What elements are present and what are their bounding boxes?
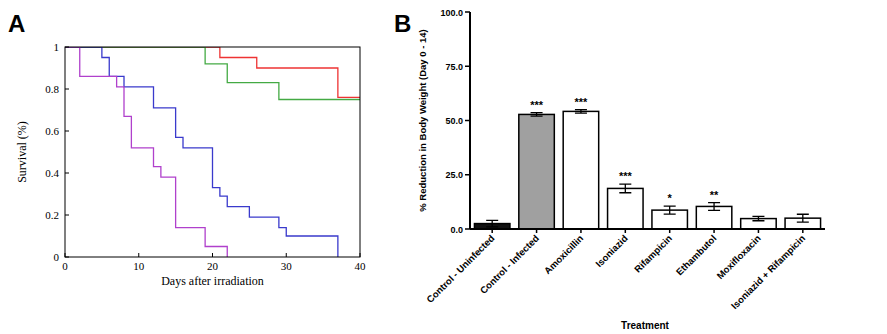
y-tick-label: 0 [54,251,60,263]
category-label: Control - Infected [478,233,542,297]
category-label: Isoniazid + Rifampicin [729,233,808,312]
panel-letter: A [8,10,25,37]
y-tick-label: 1 [54,41,60,53]
plot-area [65,47,360,257]
survival-line [65,47,338,257]
y-tick-label: 0.8 [45,83,59,95]
y-tick-label: 50.0 [445,116,463,126]
significance-label: *** [575,96,589,108]
x-tick [802,229,804,233]
error-bar [664,206,676,214]
y-tick-label: 100.0 [440,8,463,18]
y-tick-label: 0.0 [450,225,463,235]
x-tick [580,229,582,233]
y-axis-label: % Reduction in Body Weight (Day 0 - 14) [417,29,428,211]
y-tick [65,215,69,216]
y-tick [65,173,69,174]
x-tick-label: 20 [207,260,219,272]
x-tick [360,253,361,257]
y-tick [465,66,470,68]
y-tick [465,228,470,230]
error-bar [575,110,587,113]
plot-area [474,110,820,229]
x-tick [669,229,671,233]
category-label: Isoniazid [593,233,630,270]
bar [563,111,599,229]
x-tick [138,253,139,257]
error-bar [486,220,498,227]
x-tick [491,229,493,233]
category-label: Ethambutol [674,233,719,278]
error-bar [797,214,809,222]
category-label: Amoxicillin [542,233,586,277]
significance-label: *** [530,99,544,111]
survival-line [65,47,227,257]
bar [519,114,555,229]
x-tick [212,253,213,257]
panel-a: A 0 10 20 30 40 0 0.2 0.4 0.6 0.8 1 Days after irrad… [8,10,366,288]
error-bar [708,203,720,211]
significance-label: *** [619,170,633,182]
significance-label: * [668,192,673,204]
category-label: Moxifloxacin [714,233,763,282]
error-bar [619,184,631,193]
y-tick-label: 0.2 [45,209,59,221]
x-tick-label: 30 [281,260,293,272]
plot-frame [65,47,360,257]
error-bar [752,216,764,220]
category-label: Rifampicin [632,232,674,274]
y-tick [465,11,470,13]
y-tick-label: 75.0 [445,62,463,72]
y-tick [465,120,470,122]
x-tick [286,253,287,257]
y-axis-label: Survival (%) [15,121,29,183]
panel-b: B************0.025.050.075.0100.0Control… [394,8,825,332]
y-tick [65,131,69,132]
y-tick [65,257,69,258]
x-axis-label: Treatment [621,320,669,331]
bar [608,188,644,229]
x-axis [470,228,825,230]
x-tick [713,229,715,233]
y-tick [65,89,69,90]
y-tick [65,47,69,48]
x-tick [758,229,760,233]
y-tick-label: 0.6 [45,125,59,137]
y-tick-label: 0.4 [45,167,59,179]
error-bar [531,113,543,116]
x-tick [65,253,66,257]
x-tick-label: 0 [62,260,68,272]
x-tick [536,229,538,233]
significance-label: ** [710,189,719,201]
x-axis-label: Days after irradiation [161,274,264,288]
panel-letter: B [394,10,411,37]
x-tick-label: 40 [355,260,367,272]
x-tick-label: 10 [133,260,145,272]
y-tick-label: 25.0 [445,170,463,180]
figure: A 0 10 20 30 40 0 0.2 0.4 0.6 0.8 1 Days after irrad… [0,0,887,334]
y-tick [465,174,470,176]
x-tick [625,229,627,233]
